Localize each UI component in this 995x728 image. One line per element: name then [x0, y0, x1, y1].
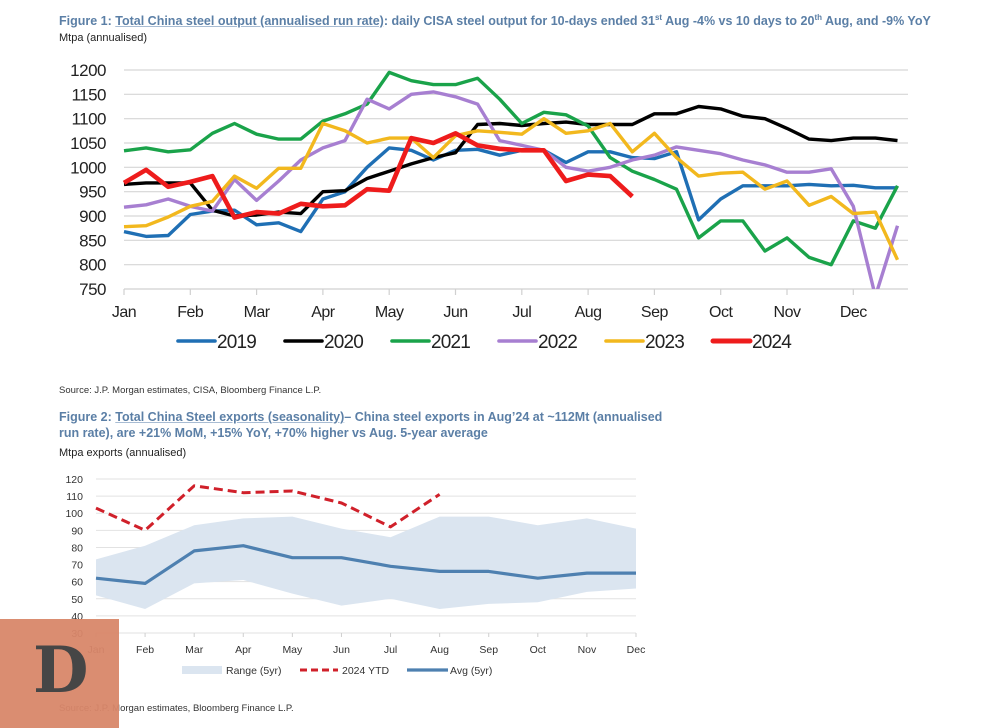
figure1-title: Figure 1: Total China steel output (annu… [59, 10, 931, 29]
figure2-source: Source: J.P. Morgan estimates, Bloomberg… [59, 703, 294, 714]
chart2-x-tick-label: Sep [479, 644, 498, 656]
chart1-x-tick-label: Mar [244, 304, 271, 321]
chart2-x-tick-label: Apr [235, 644, 252, 656]
chart2-legend-label-2024-ytd: 2024 YTD [342, 665, 390, 677]
chart1-output-line-chart: 750 800 850 900 950 1000 1050 1100 1150 1200 Jan F… [70, 61, 908, 353]
chart2-legend-label-avg: Avg (5yr) [450, 665, 492, 677]
figure2-title-rest: – China steel exports in Aug’24 at ~112M… [344, 410, 663, 424]
chart1-legend-label-2024: 2024 [752, 332, 792, 353]
chart2-legend-swatch-range [182, 666, 222, 674]
chart2-y-tick-label: 90 [71, 525, 83, 537]
chart2-x-tick-label: Oct [530, 644, 546, 656]
chart2-y-tick-label: 110 [66, 491, 83, 503]
figure1-title-rest-c: Aug, and -9% YoY [822, 14, 931, 29]
chart1-series-2021 [123, 70, 900, 267]
chart1-x-tick-label: Oct [709, 304, 733, 321]
figure1-title-sup-b: th [814, 13, 822, 22]
chart1-x-tick-label: Feb [177, 304, 204, 321]
chart2-x-tick-label: May [282, 644, 303, 656]
chart2-x-tick-label: Aug [430, 644, 449, 656]
chart1-x-tick-label: Jan [112, 304, 136, 321]
chart2-y-tick-label: 120 [65, 474, 83, 486]
figure1-title-link[interactable]: Total China steel output (annualised run… [115, 14, 384, 29]
chart2-x-tick-label: Jun [333, 644, 350, 656]
chart1-series-2022 [123, 90, 900, 289]
chart1-x-tick-label: May [375, 304, 404, 321]
chart1-x-tick-label: Sep [641, 304, 669, 321]
chart2-x-tick-label: Feb [136, 644, 154, 656]
chart1-series-2023 [123, 116, 900, 261]
figure1-source: Source: J.P. Morgan estimates, CISA, Blo… [59, 385, 322, 396]
chart2-y-tick-label: 40 [71, 611, 83, 623]
chart1-y-tick-label: 750 [79, 280, 106, 299]
watermark-logo: D [0, 619, 119, 728]
chart1-legend-label-2022: 2022 [538, 332, 577, 353]
figure2-title-line2: run rate), are +21% MoM, +15% YoY, +70% … [59, 426, 488, 440]
chart1-y-tick-label: 950 [79, 183, 106, 202]
chart1-y-tick-label: 1000 [70, 158, 106, 177]
figure1-title-prefix: Figure 1: [59, 14, 116, 29]
chart2-series-2024-ytd [95, 484, 441, 532]
chart2-y-tick-label: 50 [71, 594, 83, 606]
chart2-x-tick-label: Mar [185, 644, 204, 656]
figure2-title-prefix: Figure 2: [59, 410, 116, 424]
chart2-x-tick-label: Jul [384, 644, 397, 656]
chart1-series-2020 [123, 104, 898, 218]
chart2-series-avg-5yr- [95, 544, 636, 586]
chart2-exports-seasonality-chart: 30405060708090100110120 JanFebMarAprMayJ… [65, 474, 646, 677]
chart1-legend-label-2019: 2019 [217, 332, 256, 353]
chart1-x-tick-label: Jun [443, 304, 467, 321]
chart2-y-tick-label: 70 [71, 560, 83, 572]
watermark-letter: D [33, 633, 89, 708]
figure2-unit-label: Mtpa exports (annualised) [59, 447, 187, 459]
chart1-series-2019 [123, 146, 898, 239]
chart1-legend-label-2021: 2021 [431, 332, 470, 353]
chart1-y-tick-label: 900 [79, 207, 106, 226]
chart1-legend-label-2020: 2020 [324, 332, 363, 353]
chart2-x-tick-label: Dec [627, 644, 646, 656]
chart1-y-tick-label: 800 [79, 256, 106, 275]
chart2-legend-label-range: Range (5yr) [226, 665, 281, 677]
figure1-title-rest-b: Aug -4% vs 10 days to 20 [662, 14, 815, 29]
chart1-x-tick-label: Jul [512, 304, 531, 321]
figure1-title-sup-a: st [654, 13, 663, 22]
figure2-title: Figure 2: Total China Steel exports (sea… [59, 409, 699, 441]
chart1-x-tick-label: Apr [311, 304, 336, 321]
chart1-y-tick-label: 1100 [71, 110, 106, 129]
chart1-y-tick-label: 1050 [70, 134, 106, 153]
chart1-x-tick-label: Aug [575, 304, 602, 321]
chart1-y-tick-label: 1150 [71, 85, 106, 104]
chart1-legend-label-2023: 2023 [645, 332, 684, 353]
chart1-y-tick-label: 1200 [70, 61, 106, 80]
chart2-y-tick-label: 80 [71, 542, 83, 554]
figure1-title-rest-a: : daily CISA steel output for 10-days en… [383, 14, 655, 29]
chart1-x-tick-label: Dec [840, 304, 867, 321]
chart1-series-2024 [122, 131, 634, 220]
chart2-y-tick-label: 60 [71, 577, 83, 589]
chart2-y-tick-label: 100 [65, 508, 83, 520]
chart2-x-tick-label: Nov [578, 644, 597, 656]
figure1-unit-label: Mtpa (annualised) [59, 32, 148, 44]
chart1-x-tick-label: Nov [774, 304, 801, 321]
chart1-y-tick-label: 850 [79, 231, 106, 250]
figure2-title-link[interactable]: Total China Steel exports (seasonality) [115, 410, 345, 424]
